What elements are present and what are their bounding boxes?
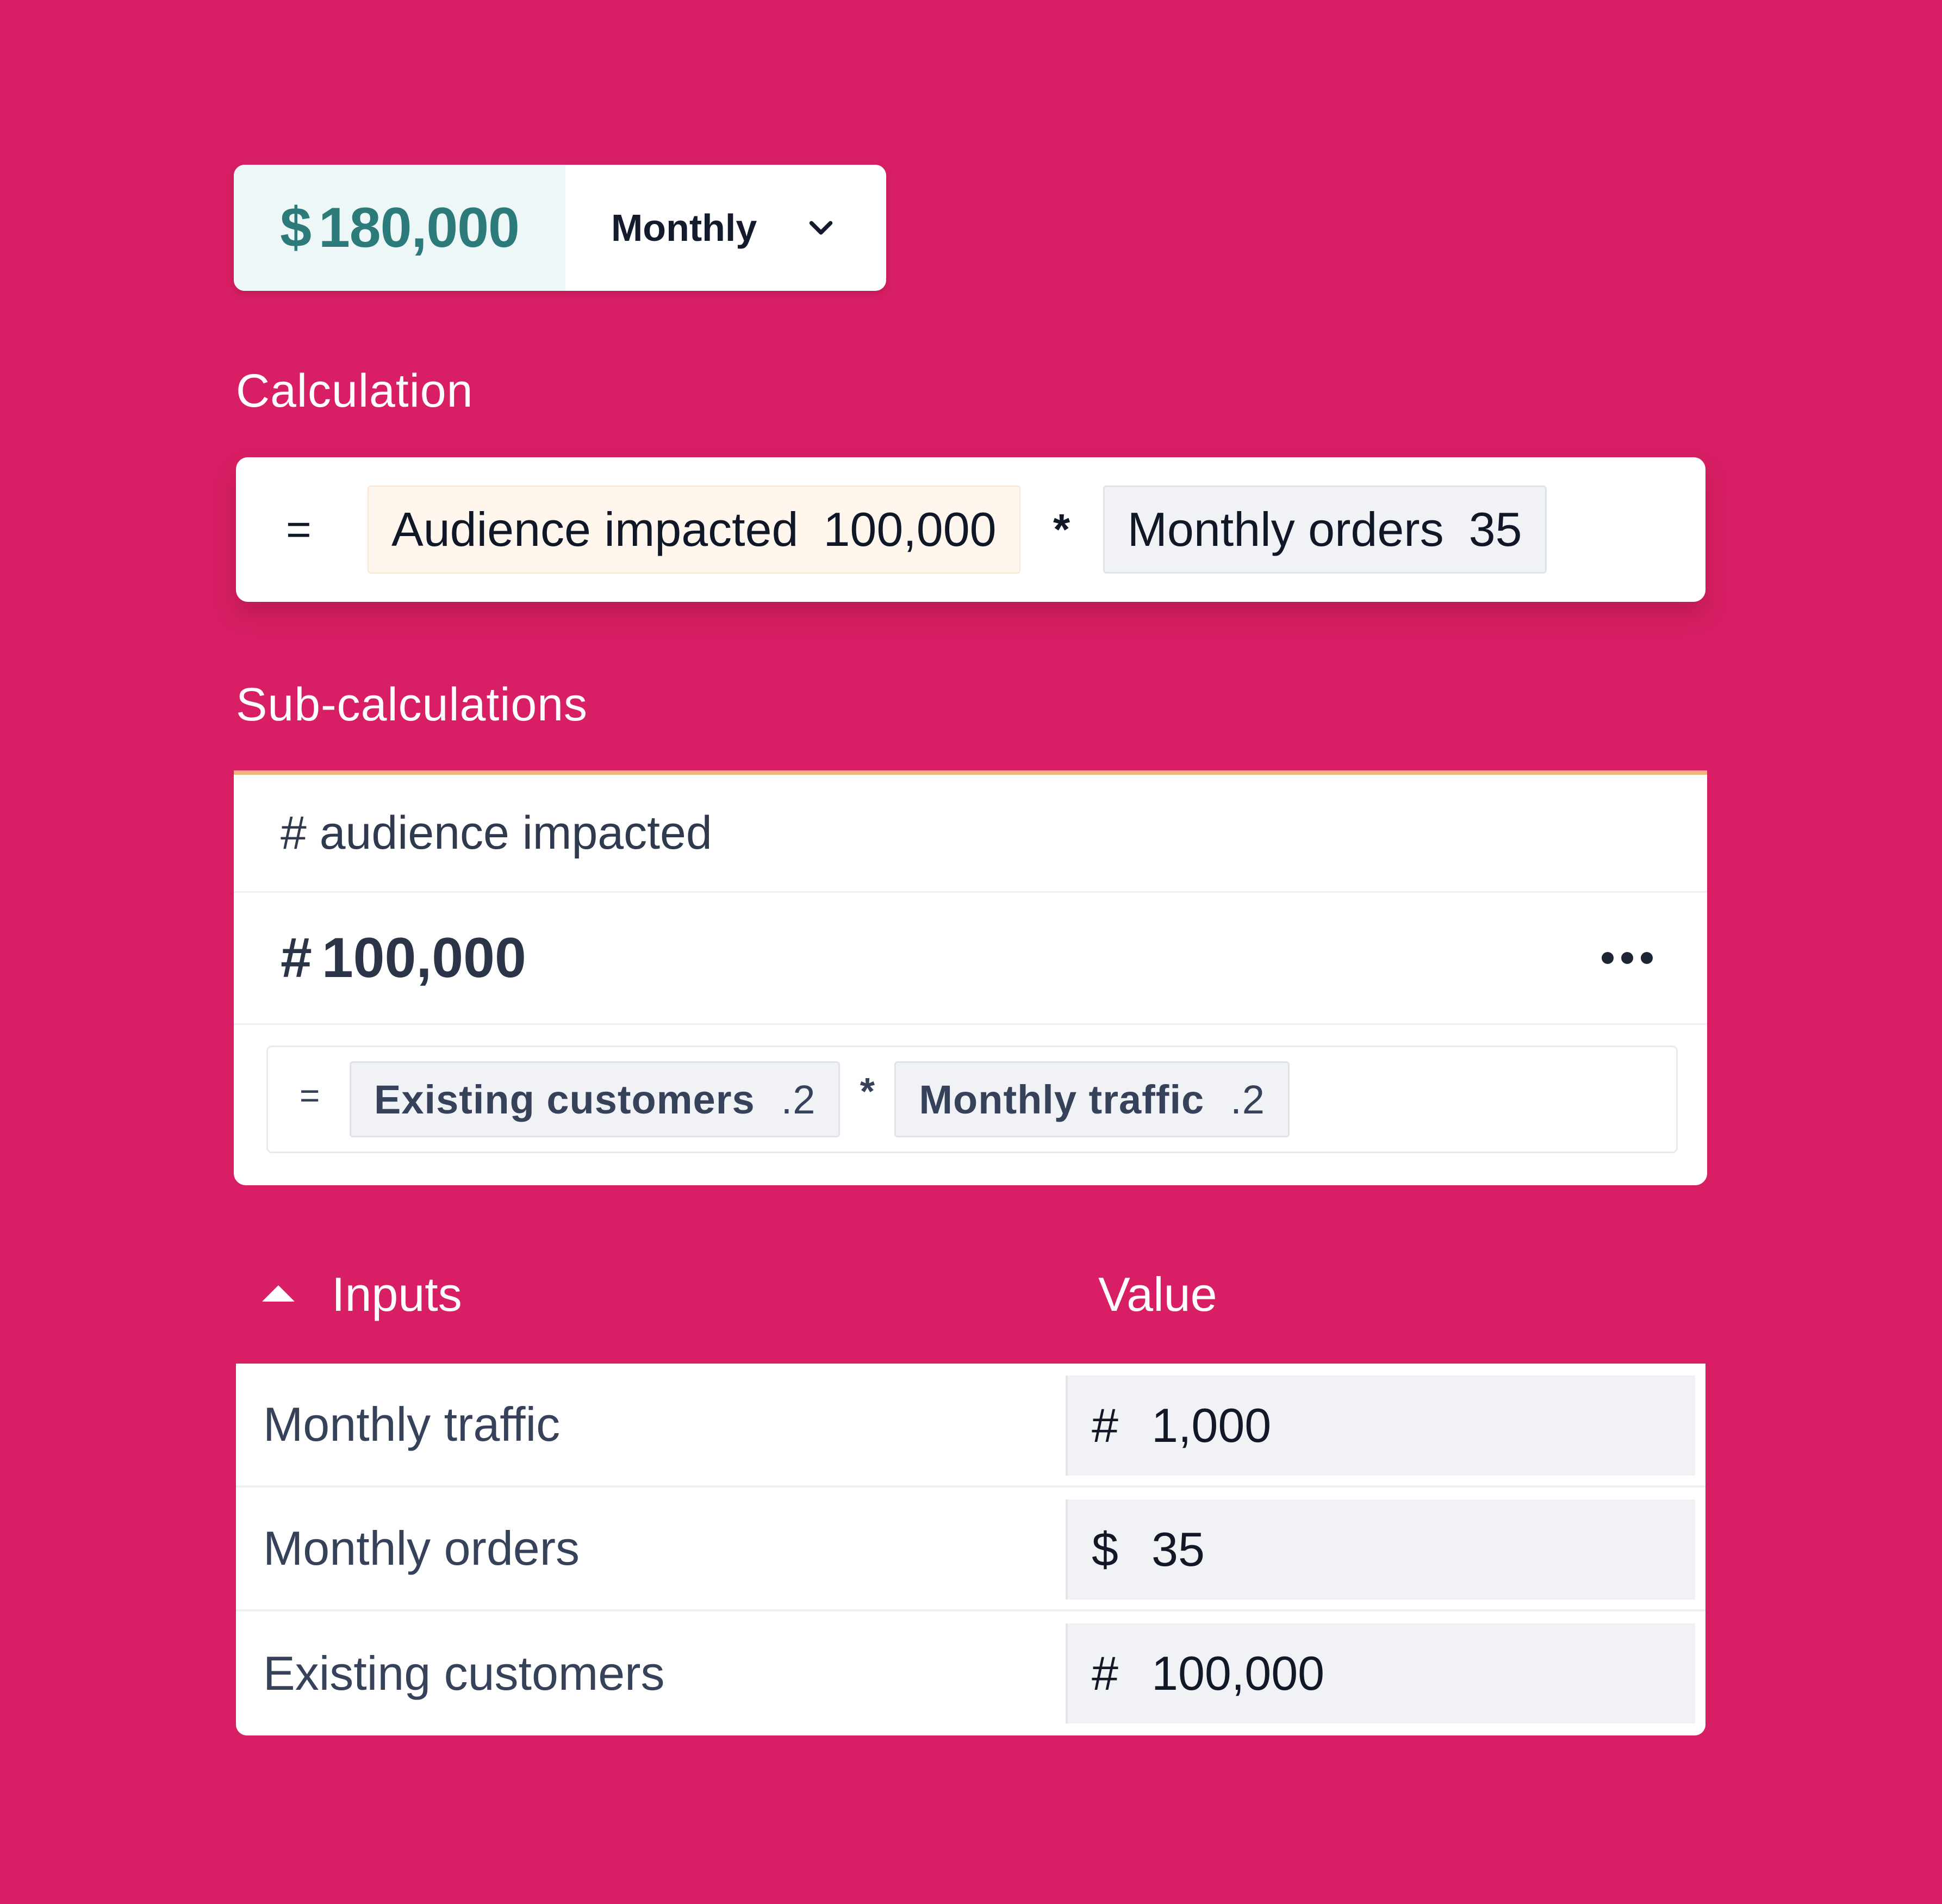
calculation-heading: Calculation bbox=[236, 365, 474, 417]
input-name: Monthly orders bbox=[263, 1521, 580, 1575]
inputs-column-header[interactable]: Inputs bbox=[332, 1267, 462, 1321]
input-value: 1,000 bbox=[1151, 1398, 1272, 1452]
sub-calculation-formula[interactable]: = Existing customers .2 * Monthly traffi… bbox=[266, 1046, 1678, 1153]
input-value-field[interactable]: # 100,000 bbox=[1066, 1623, 1695, 1723]
token-label: Monthly orders bbox=[1127, 502, 1444, 556]
token-label: Audience impacted bbox=[391, 502, 799, 556]
sub-calculation-value-row: #100,000 bbox=[234, 893, 1707, 1025]
sub-calculation-value: #100,000 bbox=[281, 926, 526, 991]
result-amount: $ 180,000 bbox=[234, 165, 565, 291]
token-value: 35 bbox=[1468, 502, 1522, 556]
result-value-picker: $ 180,000 Monthly bbox=[234, 165, 886, 291]
input-name: Monthly traffic bbox=[263, 1397, 561, 1451]
input-unit: $ bbox=[1092, 1522, 1118, 1576]
token-value: .2 bbox=[1230, 1077, 1265, 1122]
period-dropdown-label: Monthly bbox=[611, 207, 757, 249]
input-value-field[interactable]: $ 35 bbox=[1066, 1499, 1695, 1600]
number-prefix: # bbox=[281, 926, 312, 990]
input-value-field[interactable]: # 1,000 bbox=[1066, 1376, 1695, 1476]
table-row: Existing customers # 100,000 bbox=[236, 1611, 1706, 1735]
more-horizontal-icon[interactable] bbox=[1602, 952, 1653, 964]
sub-calculations-heading: Sub-calculations bbox=[236, 679, 588, 731]
input-value: 35 bbox=[1151, 1522, 1205, 1576]
formula-token-monthly-traffic[interactable]: Monthly traffic .2 bbox=[894, 1061, 1290, 1137]
table-row: Monthly orders $ 35 bbox=[236, 1488, 1706, 1611]
period-dropdown[interactable]: Monthly bbox=[565, 165, 886, 291]
formula-token-monthly-orders[interactable]: Monthly orders 35 bbox=[1103, 486, 1547, 574]
equals-sign: = bbox=[300, 1076, 320, 1115]
multiply-operator: * bbox=[1053, 505, 1070, 553]
token-label: Monthly traffic bbox=[919, 1077, 1205, 1122]
formula-token-existing-customers[interactable]: Existing customers .2 bbox=[350, 1061, 841, 1137]
multiply-operator: * bbox=[860, 1070, 875, 1112]
caret-up-icon[interactable] bbox=[262, 1285, 295, 1302]
result-amount-value: 180,000 bbox=[318, 196, 520, 259]
formula-token-audience-impacted[interactable]: Audience impacted 100,000 bbox=[368, 486, 1020, 574]
calculation-formula: = Audience impacted 100,000 * Monthly or… bbox=[236, 457, 1706, 602]
sub-calculation-name[interactable]: # audience impacted bbox=[234, 775, 1707, 893]
input-name: Existing customers bbox=[263, 1646, 665, 1700]
chevron-down-icon bbox=[810, 221, 833, 235]
input-unit: # bbox=[1092, 1398, 1118, 1452]
inputs-header: Inputs Value bbox=[256, 1261, 1702, 1332]
currency-symbol: $ bbox=[280, 196, 312, 259]
inputs-table: Monthly traffic # 1,000 Monthly orders $… bbox=[236, 1364, 1706, 1735]
input-unit: # bbox=[1092, 1646, 1118, 1700]
sub-calculation-value-number: 100,000 bbox=[321, 926, 526, 990]
token-label: Existing customers bbox=[374, 1077, 755, 1122]
token-value: .2 bbox=[781, 1077, 816, 1122]
sub-calculation-card: # audience impacted #100,000 = Existing … bbox=[234, 770, 1707, 1185]
token-value: 100,000 bbox=[823, 502, 997, 556]
table-row: Monthly traffic # 1,000 bbox=[236, 1364, 1706, 1488]
value-column-header: Value bbox=[1098, 1267, 1217, 1321]
equals-sign: = bbox=[286, 505, 312, 553]
input-value: 100,000 bbox=[1151, 1646, 1325, 1700]
